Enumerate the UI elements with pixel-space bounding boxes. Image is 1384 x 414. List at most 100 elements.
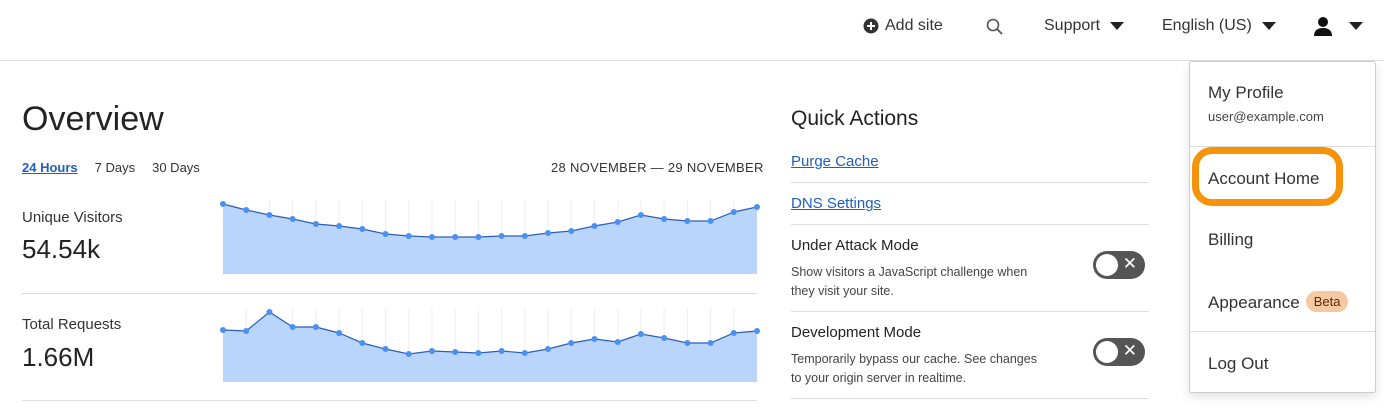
data-point — [730, 209, 737, 215]
data-point — [730, 330, 737, 336]
language-dropdown[interactable]: English (US) — [1162, 17, 1276, 35]
data-point — [661, 216, 668, 222]
tab-7-days[interactable]: 7 Days — [94, 160, 136, 175]
date-range: 28 NOVEMBER — 29 NOVEMBER — [551, 160, 764, 175]
chevron-down-icon — [1349, 22, 1363, 30]
add-site-button[interactable]: Add site — [863, 17, 943, 35]
data-point — [684, 340, 691, 346]
top-bar: Add site Support English (US) — [0, 0, 1384, 61]
data-point — [521, 350, 528, 356]
metric-value: 1.66M — [22, 342, 95, 372]
divider — [791, 311, 1149, 312]
data-point — [336, 330, 343, 336]
tab-24-hours[interactable]: 24 Hours — [22, 160, 78, 175]
data-point — [754, 328, 760, 334]
divider — [1190, 146, 1375, 147]
data-point — [336, 223, 343, 229]
data-point — [289, 216, 296, 222]
toggle-title: Under Attack Mode — [791, 237, 919, 254]
data-point — [498, 348, 505, 354]
data-point — [428, 234, 435, 240]
data-point — [428, 348, 435, 354]
divider — [22, 293, 757, 294]
data-point — [359, 340, 366, 346]
data-point — [707, 218, 714, 224]
data-point — [614, 219, 621, 225]
support-dropdown[interactable]: Support — [1044, 17, 1125, 35]
unique-visitors-chart — [220, 200, 760, 274]
data-point — [382, 231, 389, 237]
area-fill — [223, 312, 757, 382]
quick-actions-title: Quick Actions — [791, 107, 919, 130]
divider — [22, 400, 757, 401]
close-icon: ✕ — [1122, 341, 1137, 360]
data-point — [475, 350, 482, 356]
data-point — [591, 223, 598, 229]
metric-value: 54.54k — [22, 234, 101, 264]
data-point — [220, 201, 226, 207]
data-point — [545, 346, 552, 352]
data-point — [382, 346, 389, 352]
menu-item-log-out[interactable]: Log Out — [1208, 354, 1269, 373]
chevron-down-icon — [1110, 22, 1125, 30]
menu-item-billing[interactable]: Billing — [1208, 230, 1254, 249]
under-attack-toggle[interactable]: ✕ — [1093, 251, 1145, 279]
data-point — [568, 340, 575, 346]
menu-item-account-home[interactable]: Account Home — [1208, 169, 1320, 188]
series-line — [222, 203, 758, 238]
metric-label: Total Requests — [22, 316, 122, 333]
data-point — [312, 324, 319, 330]
appearance-label: Appearance — [1208, 293, 1300, 312]
data-point — [243, 328, 250, 334]
data-point — [614, 339, 621, 345]
data-point — [405, 351, 412, 357]
time-range-tabs: 24 Hours 7 Days 30 Days — [22, 160, 200, 175]
data-point — [266, 309, 273, 315]
total-requests-chart — [220, 308, 760, 382]
divider — [791, 182, 1149, 183]
highlight-annotation — [1192, 147, 1343, 206]
data-point — [591, 336, 598, 342]
tab-30-days[interactable]: 30 Days — [152, 160, 200, 175]
toggle-description: Show visitors a JavaScript challenge whe… — [791, 265, 1028, 298]
data-point — [637, 212, 644, 218]
data-point — [359, 226, 366, 232]
toggle-title: Development Mode — [791, 324, 922, 341]
data-point — [452, 234, 459, 240]
data-point — [754, 204, 760, 210]
data-point — [545, 230, 552, 236]
data-point — [498, 233, 505, 239]
user-dropdown-menu: My Profile user@example.com Account Home… — [1189, 61, 1376, 393]
data-point — [312, 221, 319, 227]
beta-badge: Beta — [1305, 291, 1349, 312]
close-icon: ✕ — [1122, 254, 1137, 273]
data-point — [243, 207, 250, 213]
data-point — [637, 331, 644, 337]
chevron-down-icon — [1261, 22, 1276, 30]
purge-cache-link[interactable]: Purge Cache — [791, 153, 879, 170]
dns-settings-link[interactable]: DNS Settings — [791, 195, 882, 212]
metric-label: Unique Visitors — [22, 209, 123, 226]
data-point — [684, 218, 691, 224]
toggle-knob — [1096, 254, 1118, 276]
language-label: English (US) — [1162, 17, 1252, 34]
data-point — [521, 233, 528, 239]
data-point — [220, 327, 226, 333]
support-label: Support — [1044, 17, 1101, 34]
series-line — [222, 311, 758, 355]
user-icon — [1314, 17, 1332, 36]
search-icon[interactable] — [986, 18, 1004, 36]
data-point — [289, 324, 296, 330]
toggle-description: Temporarily bypass our cache. See change… — [791, 352, 1037, 385]
data-point — [568, 228, 575, 234]
user-menu-button[interactable] — [1313, 16, 1363, 36]
menu-item-my-profile[interactable]: My Profile — [1208, 83, 1284, 102]
plus-circle-icon — [863, 18, 879, 34]
toggle-knob — [1096, 341, 1118, 363]
data-point — [661, 335, 668, 341]
menu-item-appearance[interactable]: Appearance Beta — [1208, 291, 1349, 313]
data-point — [452, 349, 459, 355]
development-mode-toggle[interactable]: ✕ — [1093, 338, 1145, 366]
data-point — [266, 212, 273, 218]
page-title: Overview — [22, 100, 164, 138]
